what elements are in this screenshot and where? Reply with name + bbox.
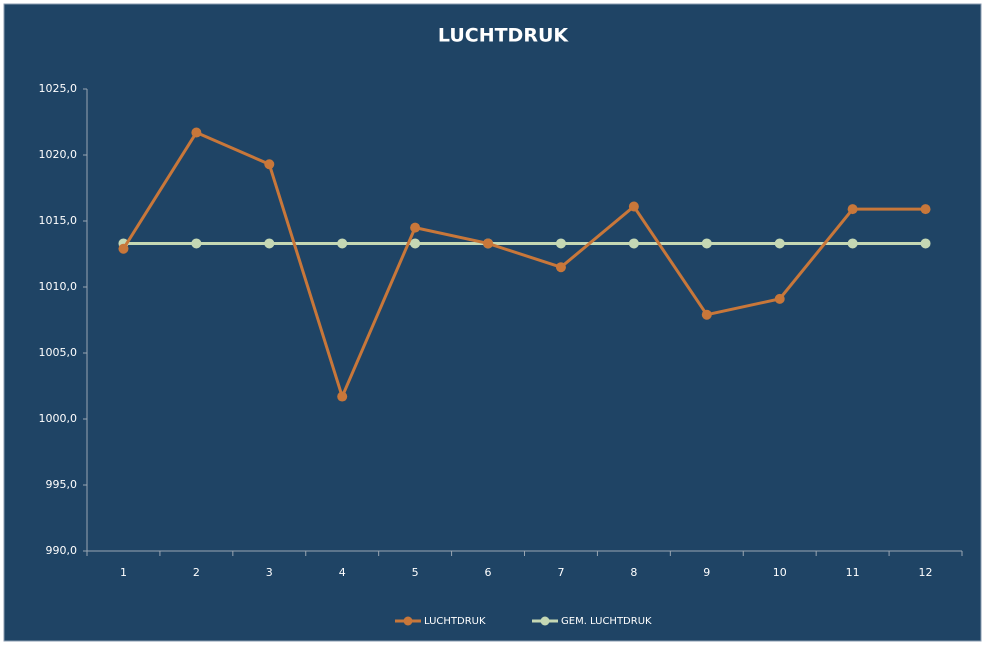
- x-tick-label: 12: [919, 566, 933, 579]
- x-tick-label: 1: [120, 566, 127, 579]
- point: [774, 293, 785, 304]
- x-tick-label: 11: [846, 566, 860, 579]
- x-tick-label: 4: [339, 566, 346, 579]
- point: [701, 309, 712, 320]
- x-tick-label: 10: [773, 566, 787, 579]
- point: [410, 222, 421, 233]
- legend-label: GEM. LUCHTDRUK: [561, 616, 652, 627]
- point: [264, 238, 275, 249]
- legend-marker: [540, 616, 550, 626]
- point: [555, 262, 566, 273]
- chart-background: [3, 3, 982, 642]
- legend-marker: [403, 616, 413, 626]
- y-tick-label: 1025,0: [39, 82, 78, 95]
- x-tick-label: 6: [485, 566, 492, 579]
- y-tick-label: 1000,0: [39, 412, 78, 425]
- series-line: [122, 130, 926, 401]
- y-tick-label: 1020,0: [39, 148, 78, 161]
- point: [920, 204, 931, 215]
- point: [555, 238, 566, 249]
- chart-title: LUCHTDRUK: [438, 25, 569, 47]
- point: [847, 204, 858, 215]
- point: [410, 238, 421, 249]
- y-tick-label: 1015,0: [39, 214, 78, 227]
- point: [774, 238, 785, 249]
- point: [337, 238, 348, 249]
- point: [847, 238, 858, 249]
- y-tick-label: 990,0: [46, 544, 78, 557]
- y-tick-label: 995,0: [46, 478, 78, 491]
- x-tick-label: 3: [266, 566, 273, 579]
- point: [628, 201, 639, 212]
- legend-label: LUCHTDRUK: [424, 616, 486, 627]
- point: [337, 391, 348, 402]
- x-tick-label: 2: [193, 566, 200, 579]
- x-tick-label: 8: [630, 566, 637, 579]
- point: [628, 238, 639, 249]
- point: [264, 159, 275, 170]
- point: [483, 238, 494, 249]
- x-tick-label: 5: [412, 566, 419, 579]
- point: [701, 238, 712, 249]
- point: [191, 238, 202, 249]
- point: [118, 243, 129, 254]
- y-tick-label: 1010,0: [39, 280, 78, 293]
- x-tick-label: 7: [557, 566, 564, 579]
- x-tick-label: 9: [703, 566, 710, 579]
- point: [191, 127, 202, 138]
- y-tick-label: 1005,0: [39, 346, 78, 359]
- point: [920, 238, 931, 249]
